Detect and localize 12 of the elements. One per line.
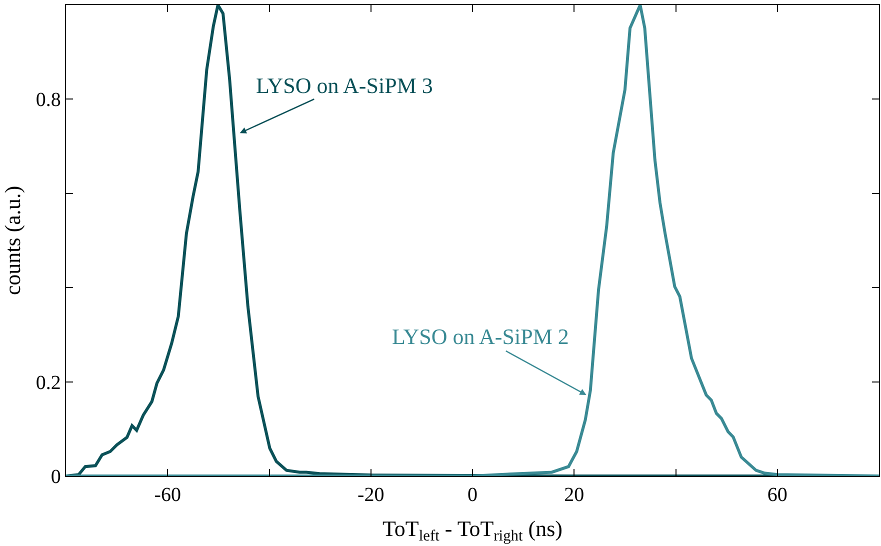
x-tick-label: 20 <box>564 484 584 506</box>
y-tick-label: 0.2 <box>36 372 61 394</box>
y-tick-label: 0.8 <box>36 89 61 112</box>
y-axis-title: counts (a.u.) <box>0 186 25 296</box>
x-axis-title: ToT$_{left}$ - ToT$_{right}$ (ns) <box>382 516 562 545</box>
annotation: LYSO on A-SiPM 2 <box>392 324 569 349</box>
x-tick-label: -20 <box>358 484 384 506</box>
y-tick-label: 0 <box>50 466 61 488</box>
x-tick-label: 0 <box>468 484 478 506</box>
annotation: LYSO on A-SiPM 3 <box>256 73 433 98</box>
x-tick-label: 60 <box>767 484 788 506</box>
x-tick-label: -60 <box>154 484 181 506</box>
